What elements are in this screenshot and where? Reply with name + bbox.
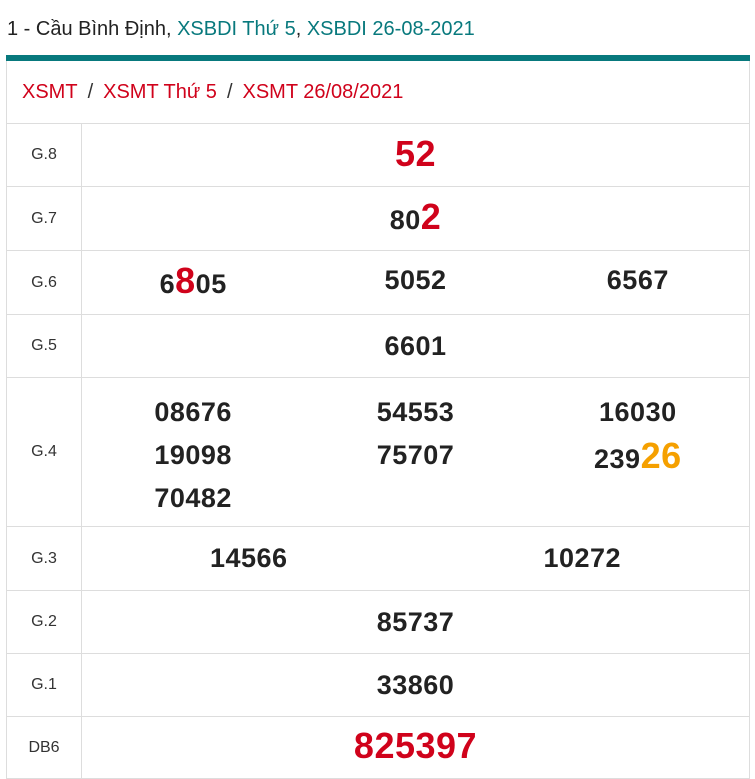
digits: 16030 bbox=[599, 396, 677, 427]
prize-number: 16030 bbox=[599, 391, 677, 434]
prize-column: 6601 bbox=[82, 325, 749, 368]
prize-values: 08676 19098 70482 54553 75707 16030 23926 bbox=[81, 377, 750, 527]
prize-number: 802 bbox=[390, 195, 442, 242]
digits: 85737 bbox=[376, 606, 455, 637]
prize-row-g6: G.6 6805 5052 6567 bbox=[6, 250, 750, 315]
prize-number: 52 bbox=[395, 132, 436, 179]
highlighted-digits: 2 bbox=[420, 196, 442, 237]
prize-label: G.2 bbox=[6, 590, 82, 654]
digits: 19098 bbox=[154, 439, 232, 470]
prize-label: G.4 bbox=[6, 377, 82, 527]
prize-number: 10272 bbox=[543, 537, 621, 580]
prize-label: DB6 bbox=[6, 716, 82, 779]
prize-number: 23926 bbox=[594, 434, 682, 481]
prize-values: 33860 bbox=[81, 653, 750, 717]
digits: 70482 bbox=[154, 482, 232, 513]
prize-column: 5052 bbox=[304, 259, 526, 302]
digits: 80 bbox=[389, 205, 421, 235]
prize-number: 70482 bbox=[154, 477, 232, 520]
prize-number: 14566 bbox=[210, 537, 288, 580]
digits: 75707 bbox=[376, 439, 455, 470]
prize-column: 33860 bbox=[82, 664, 749, 707]
prize-row-g3: G.3 14566 10272 bbox=[6, 526, 750, 591]
prize-column: 10272 bbox=[416, 537, 750, 580]
digits: 54553 bbox=[376, 396, 455, 427]
prize-label: G.3 bbox=[6, 526, 82, 591]
prize-label: G.1 bbox=[6, 653, 82, 717]
highlighted-digits: 26 bbox=[640, 434, 682, 476]
prize-column: 54553 75707 bbox=[304, 391, 526, 477]
prize-column: 6805 bbox=[82, 259, 304, 306]
prize-values: 52 bbox=[81, 123, 750, 187]
prize-number: 6805 bbox=[160, 259, 227, 306]
prize-number: 75707 bbox=[377, 434, 455, 477]
prize-row-db6: DB6 825397 bbox=[6, 716, 750, 779]
highlighted-digits: 52 bbox=[394, 132, 437, 174]
prize-number: 08676 bbox=[154, 391, 232, 434]
results-table: G.8 52 G.7 802 G.6 6805 5052 6567 G.5 6601 G.4 0867… bbox=[6, 123, 750, 779]
prize-number: 33860 bbox=[377, 664, 455, 707]
prize-number: 6601 bbox=[384, 325, 446, 368]
prize-row-g5: G.5 6601 bbox=[6, 314, 750, 378]
prize-values: 14566 10272 bbox=[81, 526, 750, 591]
breadcrumb: XSMT / XSMT Thứ 5 / XSMT 26/08/2021 bbox=[6, 61, 750, 123]
prize-column: 802 bbox=[82, 195, 749, 242]
prize-number: 54553 bbox=[377, 391, 455, 434]
prize-label: G.5 bbox=[6, 314, 82, 378]
digits: 6 bbox=[159, 269, 176, 299]
page-heading: 1 - Cầu Bình Định, XSBDI Thứ 5, XSBDI 26… bbox=[7, 18, 475, 41]
breadcrumb-xsmt-weekday[interactable]: XSMT Thứ 5 bbox=[103, 80, 217, 103]
prize-row-g2: G.2 85737 bbox=[6, 590, 750, 654]
highlighted-digits: 825397 bbox=[353, 725, 478, 766]
prize-column: 52 bbox=[82, 132, 749, 179]
digits: 6601 bbox=[384, 330, 447, 361]
breadcrumb-xsmt[interactable]: XSMT bbox=[22, 80, 78, 103]
prize-column: 85737 bbox=[82, 601, 749, 644]
digits: 5052 bbox=[384, 265, 447, 295]
prize-column: 16030 23926 bbox=[527, 391, 749, 481]
prize-row-g1: G.1 33860 bbox=[6, 653, 750, 717]
heading-link-weekday[interactable]: XSBDI Thứ 5 bbox=[177, 18, 296, 40]
digits: 239 bbox=[594, 443, 641, 474]
prize-column: 14566 bbox=[82, 537, 416, 580]
prize-number: 6567 bbox=[607, 259, 669, 302]
prize-column: 825397 bbox=[82, 724, 749, 771]
breadcrumb-xsmt-date[interactable]: XSMT 26/08/2021 bbox=[242, 80, 404, 103]
results-panel: XSMT / XSMT Thứ 5 / XSMT 26/08/2021 G.8 5… bbox=[6, 55, 750, 779]
prize-column: 6567 bbox=[527, 259, 749, 302]
highlighted-digits: 8 bbox=[175, 260, 196, 301]
breadcrumb-separator: / bbox=[226, 80, 233, 103]
digits: 33860 bbox=[376, 669, 455, 700]
digits: 14566 bbox=[209, 543, 288, 573]
prize-number: 825397 bbox=[354, 724, 477, 771]
digits: 10272 bbox=[543, 543, 622, 573]
prize-row-g7: G.7 802 bbox=[6, 186, 750, 251]
prize-values: 6805 5052 6567 bbox=[81, 250, 750, 315]
breadcrumb-separator: / bbox=[87, 80, 94, 103]
prize-values: 825397 bbox=[81, 716, 750, 779]
prize-label: G.6 bbox=[6, 250, 82, 315]
heading-link-date[interactable]: XSBDI 26-08-2021 bbox=[306, 18, 475, 40]
prize-label: G.8 bbox=[6, 123, 82, 187]
prize-label: G.7 bbox=[6, 186, 82, 251]
prize-values: 6601 bbox=[81, 314, 750, 378]
digits: 6567 bbox=[606, 265, 669, 295]
heading-sep: , bbox=[295, 18, 307, 40]
prize-values: 802 bbox=[81, 186, 750, 251]
digits: 08676 bbox=[154, 396, 232, 427]
prize-values: 85737 bbox=[81, 590, 750, 654]
digits: 05 bbox=[195, 269, 227, 299]
heading-prefix: 1 - Cầu Bình Định, bbox=[7, 18, 178, 40]
prize-number: 5052 bbox=[384, 259, 446, 302]
prize-number: 85737 bbox=[377, 601, 455, 644]
prize-column: 08676 19098 70482 bbox=[82, 391, 304, 520]
prize-row-g4: G.4 08676 19098 70482 54553 75707 16030 23926 bbox=[6, 377, 750, 527]
prize-number: 19098 bbox=[154, 434, 232, 477]
prize-row-g8: G.8 52 bbox=[6, 123, 750, 187]
